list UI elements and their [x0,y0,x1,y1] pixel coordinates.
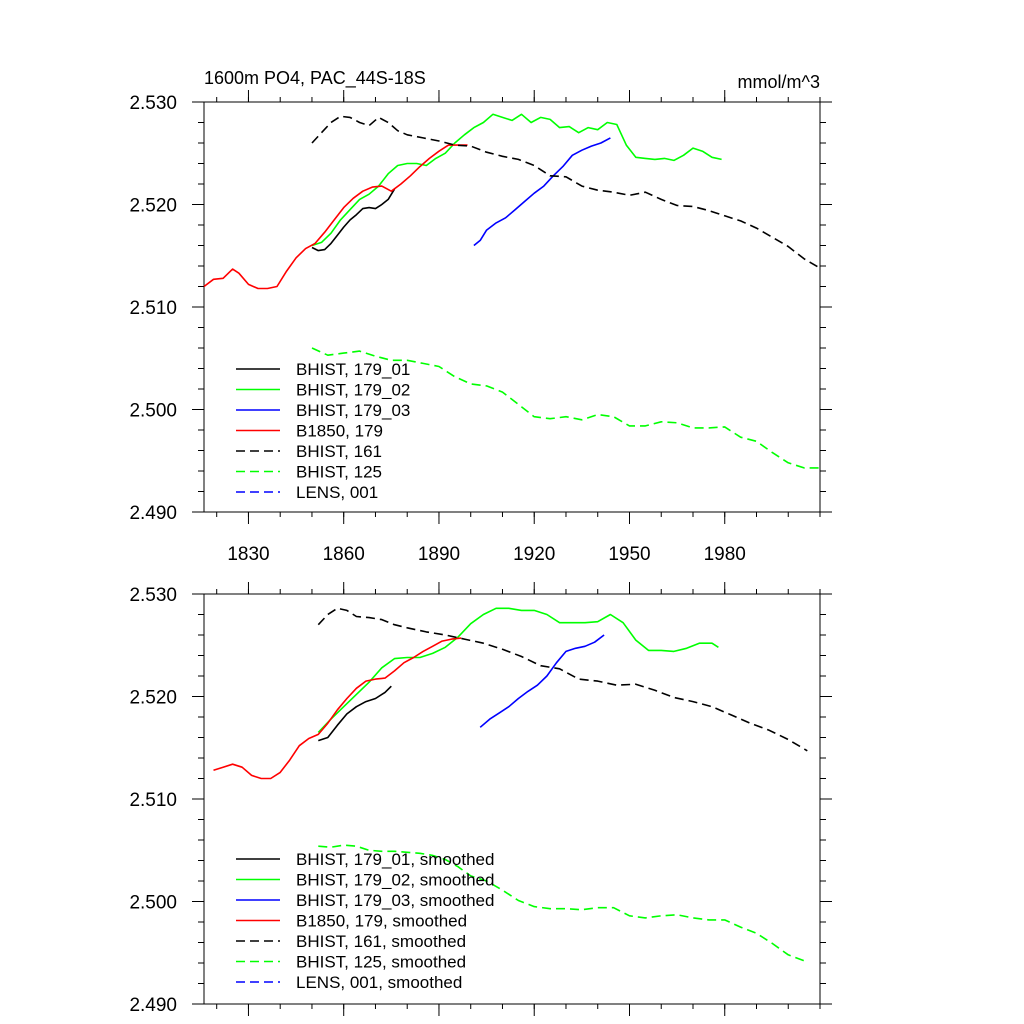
legend-label-5: BHIST, 125, smoothed [296,953,466,972]
x-tick-label: 1950 [608,544,650,565]
series-line-0 [311,188,396,252]
bottom-panel: 2.490 2.500 2.510 2.520 2.530 BHIST, 179_01, … [129,582,832,1016]
series-line-4 [317,607,808,752]
series-line-1 [317,607,719,733]
y-tick-label: 2.490 [129,995,177,1016]
series-line-3 [203,144,468,290]
legend-label-1: BHIST, 179_02 [296,381,410,400]
y-tick-label: 2.490 [129,503,177,524]
y-tick-label: 2.500 [129,893,177,914]
legend-label-2: BHIST, 179_03, smoothed [296,891,494,910]
top-panel: 1830 1860 1890 1920 1950 1980 2.490 2.500 2.510 2… [129,90,832,565]
legend-label-4: BHIST, 161, smoothed [296,932,466,951]
x-tick-label: 1830 [227,544,269,565]
legend-label-1: BHIST, 179_02, smoothed [296,871,494,890]
y-tick-label: 2.530 [129,585,177,606]
legend-label-4: BHIST, 161 [296,442,382,461]
series-line-3 [213,637,462,780]
x-tick-label: 1890 [418,544,460,565]
series-line-1 [311,113,722,247]
legend-label-6: LENS, 001, smoothed [296,973,462,992]
units-label: mmol/m^3 [738,72,820,92]
legend-label-6: LENS, 001 [296,483,378,502]
series-line-5 [311,347,820,469]
x-tick-label: 1860 [323,544,365,565]
series-line-5 [318,844,808,963]
series-line-4 [311,115,821,269]
series-line-0 [318,685,392,742]
y-tick-label: 2.510 [129,790,177,811]
legend-label-0: BHIST, 179_01 [296,360,410,379]
x-tick-label: 1920 [513,544,555,565]
y-tick-label: 2.520 [129,688,177,709]
y-tick-label: 2.520 [129,196,177,217]
legend-label-5: BHIST, 125 [296,463,382,482]
series-line-2 [479,634,605,728]
y-tick-label: 2.510 [129,298,177,319]
y-tick-label: 2.530 [129,93,177,114]
legend-label-3: B1850, 179, smoothed [296,912,467,931]
y-tick-label: 2.500 [129,401,177,422]
x-tick-label: 1980 [704,544,746,565]
legend-label-2: BHIST, 179_03 [296,401,410,420]
legend-label-3: B1850, 179 [296,422,383,441]
series-line-2 [473,137,611,247]
figure-title: 1600m PO4, PAC_44S-18S [204,68,426,89]
legend-label-0: BHIST, 179_01, smoothed [296,850,494,869]
